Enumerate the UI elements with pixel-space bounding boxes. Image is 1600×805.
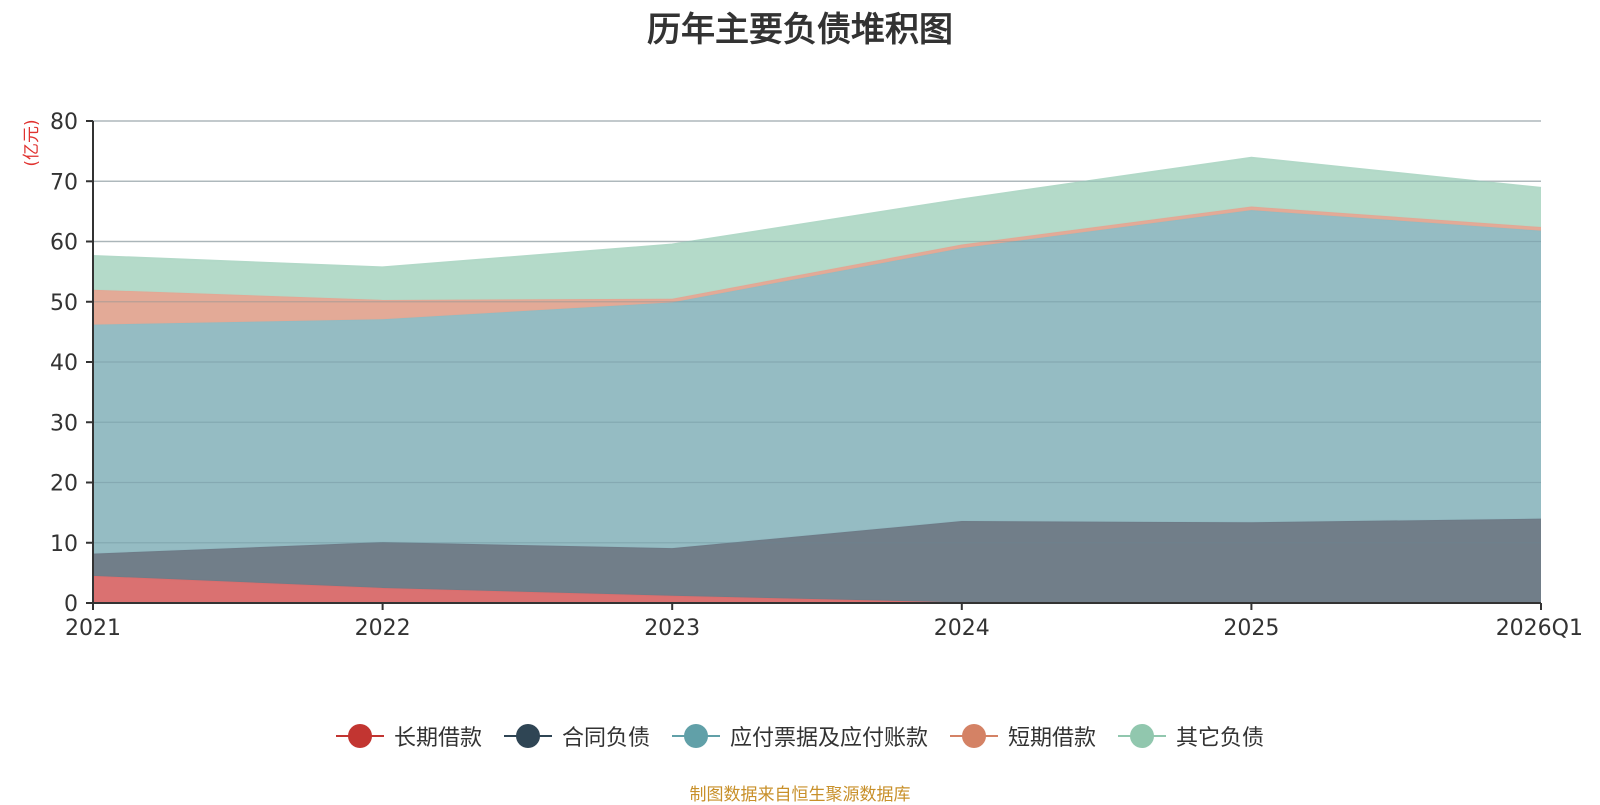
legend-marker [335, 724, 384, 748]
y-tick-label-8: 80 [50, 110, 78, 135]
y-tick-label-2: 20 [50, 472, 78, 497]
legend-label: 应付票据及应付账款 [729, 726, 928, 751]
y-axis-unit-label: (亿元) [22, 119, 42, 166]
y-tick-label-1: 10 [50, 532, 78, 557]
legend: 长期借款 合同负债 应付票据及应付账款 短期借款 其它负债 [0, 720, 1600, 752]
legend-item-2[interactable]: 应付票据及应付账款 [671, 720, 928, 752]
x-tick-label-2: 2023 [644, 616, 700, 641]
area-series-4 [93, 157, 1541, 300]
x-tick-label-1: 2022 [355, 616, 411, 641]
area-edge-series-2 [92, 209, 1542, 326]
legend-item-3[interactable]: 短期借款 [950, 720, 1096, 752]
legend-marker [1118, 724, 1167, 748]
source-note: 制图数据来自恒生聚源数据库 [689, 785, 911, 805]
area-edge-series-4 [92, 156, 1542, 269]
x-tick-label-4: 2025 [1223, 616, 1279, 641]
legend-marker [503, 724, 552, 748]
legend-marker [671, 724, 720, 748]
legend-item-4[interactable]: 其它负债 [1118, 720, 1264, 752]
y-tick-label-5: 50 [50, 291, 78, 316]
area-series-0 [93, 575, 1541, 603]
legend-item-0[interactable]: 长期借款 [335, 720, 482, 752]
area-series-3 [93, 206, 1541, 325]
y-tick-label-6: 60 [50, 231, 78, 256]
legend-label: 短期借款 [1008, 726, 1097, 751]
area-series-1 [93, 518, 1541, 603]
chart-title: 历年主要负债堆积图 [647, 10, 953, 50]
legend-label: 长期借款 [393, 726, 482, 751]
y-tick-label-3: 30 [50, 411, 78, 436]
x-tick-label-0: 2021 [65, 616, 121, 641]
legend-marker [950, 724, 998, 748]
area-layer [92, 120, 1542, 604]
y-tick-label-4: 40 [50, 351, 78, 376]
axis-layer: 0 10 20 30 40 50 60 70 80 2021 2022 2023 2024 2025 202… [50, 110, 1583, 641]
y-tick-label-7: 70 [50, 170, 78, 195]
x-tick-label-5: 2026Q1 [1496, 616, 1583, 641]
y-tick-label-0: 0 [64, 592, 78, 617]
legend-label: 合同负债 [561, 726, 650, 751]
area-series-2 [93, 210, 1541, 554]
legend-label: 其它负债 [1176, 726, 1265, 751]
x-tick-label-3: 2024 [934, 616, 990, 641]
legend-item-1[interactable]: 合同负债 [503, 720, 650, 752]
